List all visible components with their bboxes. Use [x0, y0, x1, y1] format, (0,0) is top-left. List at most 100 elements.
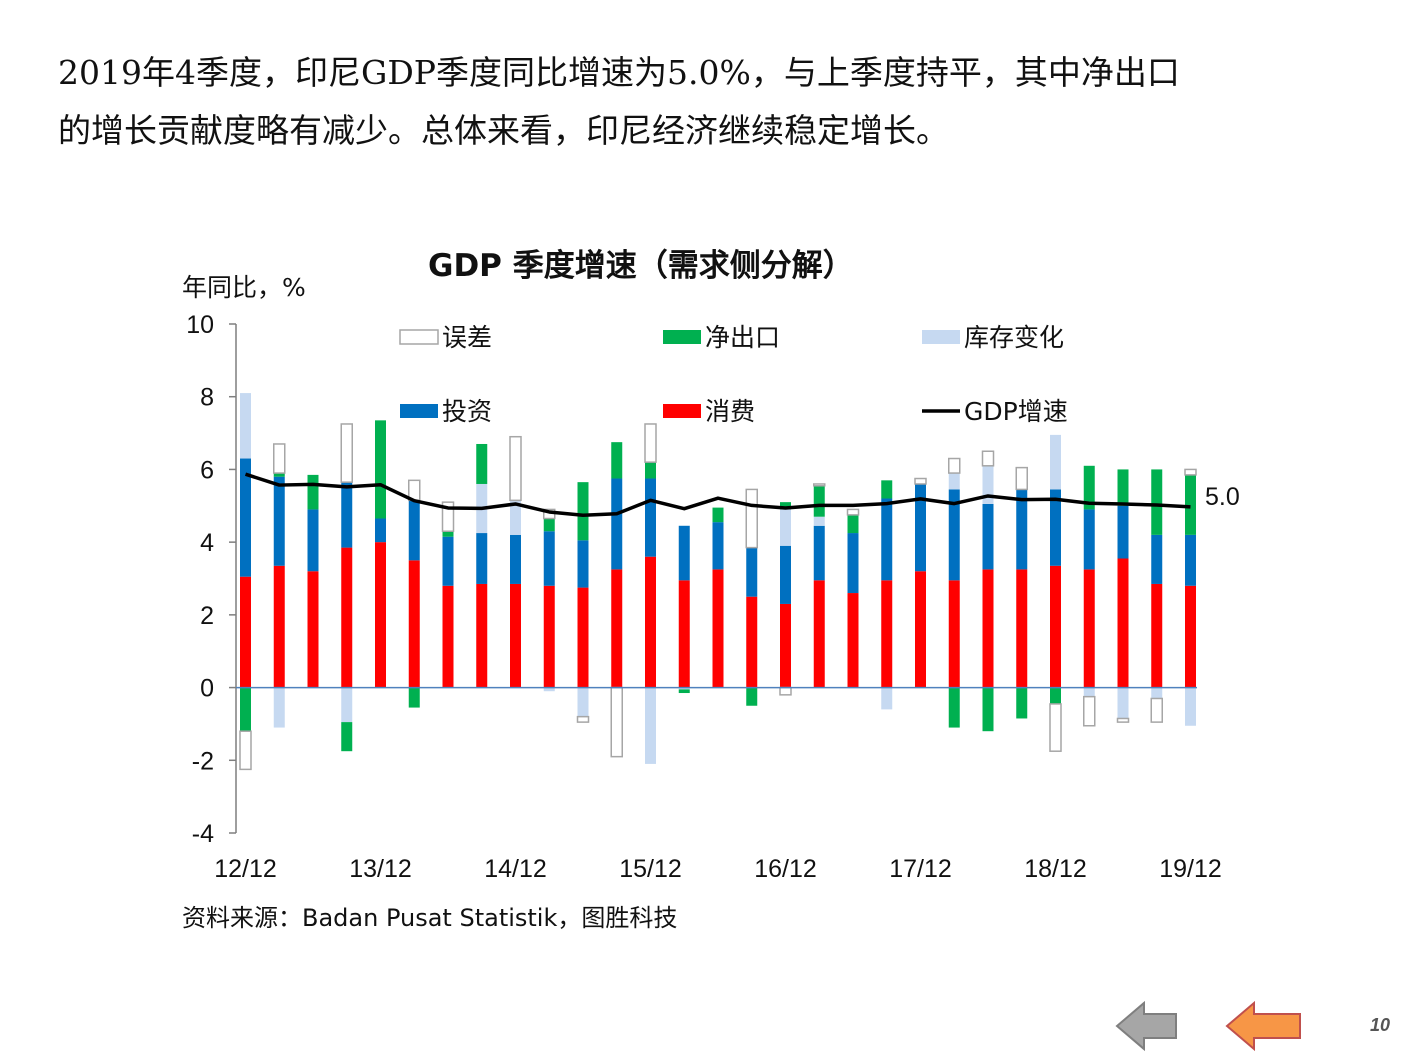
bar-consumption — [948, 580, 960, 688]
bar-error — [981, 450, 995, 467]
bar-error — [340, 423, 353, 483]
bar-error — [576, 715, 590, 723]
legend-label: GDP增速 — [964, 397, 1068, 426]
x-tick-label: 18/12 — [1024, 855, 1087, 883]
bar-investment — [611, 478, 623, 570]
bar-investment — [1050, 489, 1061, 566]
bar-net-export — [1016, 687, 1028, 719]
bar-net-export — [678, 689, 690, 694]
bar-inventory — [1083, 687, 1095, 697]
bar-investment — [543, 531, 555, 586]
bar-inventory — [813, 516, 825, 526]
bar-investment — [240, 458, 251, 577]
bar-investment — [746, 547, 758, 597]
bar-investment — [881, 498, 893, 581]
page-number: 10 — [1370, 1015, 1391, 1035]
bar-inventory — [577, 687, 589, 717]
bar-consumption — [375, 542, 386, 688]
bar-consumption — [408, 560, 420, 688]
x-tick-label: 19/12 — [1159, 855, 1222, 883]
bar-net-export — [543, 518, 555, 532]
bar-consumption — [746, 596, 758, 688]
bar-investment — [1185, 534, 1196, 586]
bar-consumption — [1151, 583, 1163, 688]
legend-label: 净出口 — [705, 323, 780, 352]
bar-net-export — [1050, 687, 1061, 704]
bar-error — [1083, 695, 1096, 727]
bar-inventory — [1117, 687, 1129, 719]
bar-error — [948, 457, 961, 474]
bar-investment — [408, 500, 420, 561]
bar-inventory — [948, 473, 960, 490]
bar-consumption — [240, 576, 251, 688]
left-arrow-gray-icon — [1115, 1000, 1177, 1052]
bar-investment — [915, 483, 926, 572]
previous-page-button[interactable] — [1222, 998, 1306, 1056]
bar-inventory — [543, 687, 555, 692]
bar-error — [273, 443, 286, 474]
bar-inventory — [1050, 434, 1061, 490]
bar-net-export — [442, 531, 454, 537]
legend-label: 消费 — [705, 397, 755, 426]
bar-investment — [780, 545, 791, 604]
bar-error — [610, 686, 623, 758]
bar-consumption — [1016, 569, 1028, 688]
bar-investment — [1117, 505, 1129, 559]
bar-net-export — [408, 687, 420, 708]
bar-net-export — [240, 687, 251, 732]
bar-error — [745, 488, 758, 549]
bar-inventory — [1185, 687, 1196, 726]
bar-consumption — [847, 593, 859, 688]
bar-consumption — [341, 547, 353, 688]
back-button[interactable] — [1112, 998, 1184, 1056]
bar-net-export — [1185, 474, 1196, 535]
bar-inventory — [780, 509, 791, 546]
y-tick-label: 0 — [200, 675, 214, 703]
bar-investment — [375, 518, 386, 543]
heading-line-2: 的增长贡献度略有减少。总体来看，印尼经济继续稳定增长。 — [58, 111, 949, 150]
legend-label: 库存变化 — [964, 323, 1064, 352]
bar-investment — [577, 540, 589, 588]
bar-consumption — [273, 565, 285, 688]
bar-error — [846, 508, 860, 516]
y-tick-label: 6 — [200, 456, 214, 484]
bar-net-export — [1117, 469, 1129, 506]
legend-swatch-error — [399, 329, 439, 345]
bar-inventory — [341, 687, 353, 723]
bar-consumption — [476, 583, 488, 688]
bar-consumption — [780, 603, 791, 688]
bar-investment — [1083, 509, 1095, 570]
bar-net-export — [577, 482, 589, 541]
bar-net-export — [712, 507, 724, 523]
y-tick-label: 8 — [200, 384, 214, 412]
heading-line-1: 2019年4季度，印尼GDP季度同比增速为5.0%，与上季度持平，其中净出口 — [58, 53, 1180, 92]
bar-consumption — [611, 569, 623, 688]
x-tick-label: 17/12 — [889, 855, 952, 883]
y-tick-label: -4 — [192, 820, 214, 848]
bar-net-export — [1151, 469, 1163, 535]
bar-net-export — [375, 420, 386, 519]
bar-consumption — [510, 583, 521, 688]
gdp-growth-line — [244, 472, 1191, 517]
bar-consumption — [1185, 585, 1196, 688]
x-tick-label: 12/12 — [214, 855, 277, 883]
bar-consumption — [1117, 558, 1129, 688]
bar-consumption — [712, 569, 724, 688]
bar-investment — [847, 533, 859, 594]
bar-investment — [813, 525, 825, 581]
y-axis-unit-label: 年同比，% — [182, 273, 306, 302]
bar-error — [1015, 466, 1028, 491]
bar-net-export — [746, 687, 758, 706]
y-tick-label: 2 — [200, 602, 214, 630]
bar-investment — [948, 489, 960, 581]
bar-inventory — [240, 393, 251, 459]
bar-inventory — [1151, 687, 1163, 699]
bar-investment — [476, 533, 488, 584]
bar-inventory — [881, 687, 893, 710]
bar-investment — [1151, 534, 1163, 584]
left-arrow-orange-icon — [1225, 1000, 1301, 1052]
bar-consumption — [1083, 569, 1095, 688]
legend-label: 误差 — [442, 323, 492, 352]
bar-consumption — [982, 569, 994, 688]
